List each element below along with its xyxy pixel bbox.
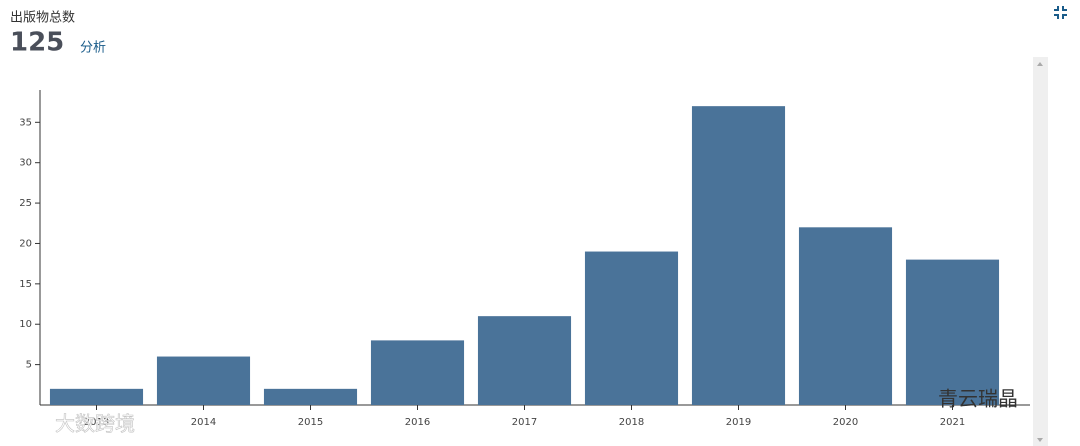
x-tick-label: 2015 [298, 417, 323, 428]
y-tick-label: 15 [19, 279, 32, 290]
y-tick-label: 5 [26, 360, 32, 371]
y-tick-label: 20 [19, 238, 32, 249]
bar [263, 388, 358, 405]
y-tick-label: 25 [19, 198, 32, 209]
scroll-up[interactable] [1037, 62, 1043, 66]
bar [156, 356, 251, 405]
y-tick-label: 30 [19, 158, 32, 169]
x-tick-label: 2017 [512, 417, 537, 428]
x-tick-label: 2020 [833, 417, 858, 428]
x-tick-label: 2021 [940, 417, 965, 428]
bar [905, 259, 1000, 405]
bar [691, 106, 786, 406]
analyze-link[interactable]: 分析 [80, 41, 106, 56]
bar [798, 227, 893, 405]
scrollbar[interactable] [1033, 57, 1048, 446]
watermark: 大数跨境 [55, 412, 135, 436]
bar [49, 388, 144, 405]
x-tick-label: 2016 [405, 417, 430, 428]
x-tick-label: 2019 [726, 417, 751, 428]
bar [477, 316, 572, 405]
metric-title: 出版物总数 [10, 11, 75, 26]
collapse-icon[interactable] [1054, 6, 1067, 19]
scroll-down[interactable] [1037, 438, 1043, 442]
bar [584, 251, 679, 405]
y-tick-label: 35 [19, 117, 32, 128]
x-tick-label: 2018 [619, 417, 644, 428]
x-tick-label: 2013 [84, 417, 109, 428]
x-tick-label: 2014 [191, 417, 216, 428]
bar [370, 340, 465, 405]
y-tick-label: 10 [19, 319, 32, 330]
watermark: 青云瑞晶 [938, 387, 1018, 411]
metric-total: 125 [10, 28, 64, 58]
